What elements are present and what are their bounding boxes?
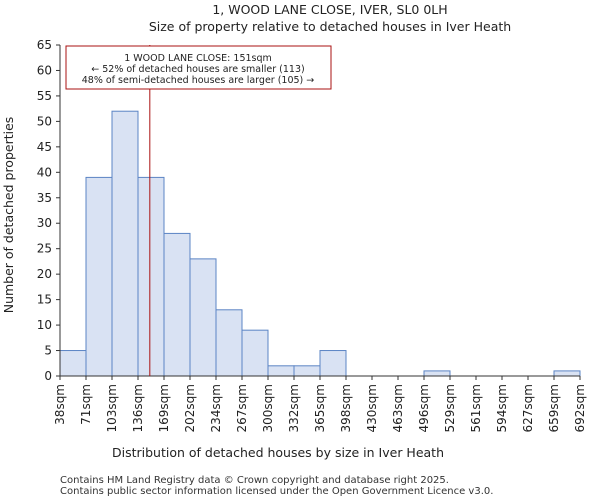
bar-267sqm xyxy=(241,329,269,377)
y-tick-label: 35 xyxy=(37,191,52,205)
bar-38sqm xyxy=(59,350,87,377)
bar-71sqm xyxy=(85,176,113,377)
bar-332sqm xyxy=(293,365,321,377)
x-tick-label: 627sqm xyxy=(521,384,535,432)
x-tick-label: 71sqm xyxy=(79,384,93,425)
chart-subtitle: Size of property relative to detached ho… xyxy=(149,19,511,34)
x-tick-label: 267sqm xyxy=(235,384,249,432)
bar-234sqm xyxy=(215,309,243,377)
y-tick-label: 60 xyxy=(37,63,52,77)
y-axis-label: Number of detached properties xyxy=(1,117,16,314)
y-tick-label: 0 xyxy=(44,369,52,383)
x-tick-label: 234sqm xyxy=(209,384,223,432)
bar-169sqm xyxy=(163,232,191,377)
annotation-frame xyxy=(65,45,332,90)
x-tick-label: 594sqm xyxy=(495,384,509,432)
x-tick-label: 300sqm xyxy=(261,384,275,432)
x-tick-label: 398sqm xyxy=(339,384,353,432)
y-tick-label: 30 xyxy=(37,216,52,230)
annotation-line-2: ← 52% of detached houses are smaller (11… xyxy=(91,64,304,75)
annotation-box: 1 WOOD LANE CLOSE: 151sqm ← 52% of detac… xyxy=(65,45,332,90)
bar-103sqm xyxy=(111,110,139,377)
y-tick-label: 20 xyxy=(37,267,52,281)
x-axis-label: Distribution of detached houses by size … xyxy=(112,445,444,460)
x-tick-label: 202sqm xyxy=(183,384,197,432)
y-axis-ticks: 0 5 10 15 20 25 30 35 40 45 50 55 60 65 xyxy=(37,38,60,383)
x-tick-label: 38sqm xyxy=(53,384,67,425)
y-tick-label: 5 xyxy=(44,344,52,358)
chart-title: 1, WOOD LANE CLOSE, IVER, SL0 0LH xyxy=(212,2,447,17)
annotation-line-1: 1 WOOD LANE CLOSE: 151sqm xyxy=(124,53,272,64)
x-axis-ticks: 38sqm 71sqm 103sqm 136sqm 169sqm 202sqm 234sqm… xyxy=(53,376,587,432)
footer-line-1: Contains HM Land Registry data © Crown c… xyxy=(60,475,449,486)
bar-300sqm xyxy=(267,365,295,377)
x-tick-label: 692sqm xyxy=(573,384,587,432)
y-tick-label: 15 xyxy=(37,293,52,307)
x-tick-label: 659sqm xyxy=(547,384,561,432)
bar-202sqm xyxy=(189,258,217,377)
bars xyxy=(59,110,581,377)
x-tick-label: 463sqm xyxy=(391,384,405,432)
x-tick-label: 430sqm xyxy=(365,384,379,432)
annotation-line-3: 48% of semi-detached houses are larger (… xyxy=(82,75,315,86)
x-tick-label: 529sqm xyxy=(443,384,457,432)
bar-496sqm xyxy=(423,370,451,377)
x-tick-label: 561sqm xyxy=(469,384,483,432)
bar-136sqm xyxy=(137,176,165,377)
x-tick-label: 136sqm xyxy=(131,384,145,432)
x-tick-label: 365sqm xyxy=(313,384,327,432)
x-tick-label: 496sqm xyxy=(417,384,431,432)
y-tick-label: 55 xyxy=(37,89,52,103)
x-tick-label: 169sqm xyxy=(157,384,171,432)
bar-365sqm xyxy=(319,350,347,377)
y-tick-label: 40 xyxy=(37,165,52,179)
y-tick-label: 25 xyxy=(37,242,52,256)
y-tick-label: 10 xyxy=(37,318,52,332)
x-tick-label: 103sqm xyxy=(105,384,119,432)
y-tick-label: 45 xyxy=(37,140,52,154)
y-tick-label: 65 xyxy=(37,38,52,52)
y-tick-label: 50 xyxy=(37,114,52,128)
bar-659sqm xyxy=(553,370,581,377)
x-tick-label: 332sqm xyxy=(287,384,301,432)
footer-line-2: Contains public sector information licen… xyxy=(60,486,493,497)
